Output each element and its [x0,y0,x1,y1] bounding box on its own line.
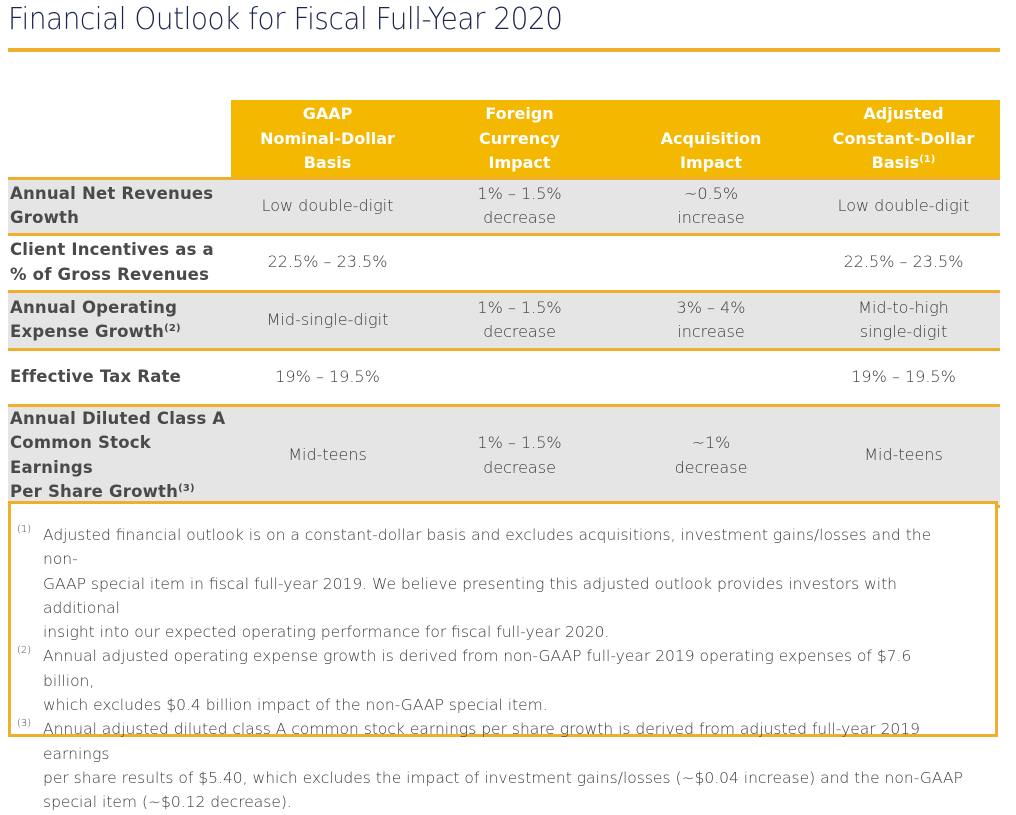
header-blank-cell [8,100,231,178]
cell-fx: 1% – 1.5% decrease [424,405,615,506]
footnotes-list: (1) Adjusted financial outlook is on a c… [11,523,995,815]
footnote-marker: (2) [17,645,32,657]
table-row: Effective Tax Rate 19% – 19.5% 19% – 19.… [8,349,1000,405]
cell-adjusted: Low double-digit [807,178,1000,234]
title-divider [8,48,1000,52]
footnote-1: (1) Adjusted financial outlook is on a c… [11,523,995,644]
footnotes-box: (1) Adjusted financial outlook is on a c… [8,501,998,811]
cell-acquisition [615,349,807,405]
cell-adjusted: 19% – 19.5% [851,366,956,386]
cell-gaap: Mid-single-digit [231,291,424,349]
row-label: Annual Diluted Class A Common Stock Earn… [8,405,231,506]
header-adjusted-constant-dollar-basis: Adjusted Constant-Dollar Basis(1) [807,100,1000,178]
cell-fx [424,234,615,291]
footnote-3: (3) Annual adjusted diluted class A comm… [11,717,995,814]
header-gaap-nominal-dollar-basis: GAAP Nominal-Dollar Basis [231,100,424,178]
table-row: Annual Diluted Class A Common Stock Earn… [8,405,1000,506]
footnote-text: Adjusted financial outlook is on a const… [43,526,932,642]
table-header-row: GAAP Nominal-Dollar Basis Foreign Curren… [8,100,1000,178]
cell-gaap: 19% – 19.5% [275,366,380,386]
cell-fx: 1% – 1.5% decrease [424,178,615,234]
outlook-table: GAAP Nominal-Dollar Basis Foreign Curren… [8,100,1000,508]
footnote-marker: (3) [17,718,32,730]
footnote-text: Annual adjusted operating expense growth… [43,647,912,715]
page-title: Financial Outlook for Fiscal Full-Year 2… [8,2,563,37]
row-label: Effective Tax Rate [10,366,182,386]
cell-gaap: 22.5% – 23.5% [267,252,388,272]
cell-adjusted: Mid-teens [807,405,1000,506]
cell-acquisition: 3% – 4% increase [615,291,807,349]
cell-gaap: Low double-digit [231,178,424,234]
table-row: Annual Operating Expense Growth(2) Mid-s… [8,291,1000,349]
cell-acquisition [615,234,807,291]
footnote-2: (2) Annual adjusted operating expense gr… [11,644,995,717]
table-row: Annual Net Revenues Growth Low double-di… [8,178,1000,234]
cell-acquisition: ~1% decrease [615,405,807,506]
cell-fx: 1% – 1.5% decrease [424,291,615,349]
footnote-ref: (3) [178,483,195,494]
cell-fx [424,349,615,405]
footnote-text: Annual adjusted diluted class A common s… [43,720,963,812]
row-label: Annual Operating Expense Growth(2) [8,291,231,349]
cell-adjusted: 22.5% – 23.5% [843,252,964,272]
header-foreign-currency-impact: Foreign Currency Impact [424,100,615,178]
row-label: Client Incentives as a % of Gross Revenu… [10,240,214,284]
row-label: Annual Net Revenues Growth [8,178,231,234]
cell-gaap: Mid-teens [231,405,424,506]
footnote-ref: (2) [164,323,181,334]
footnote-marker: (1) [17,524,32,535]
table-row: Client Incentives as a % of Gross Revenu… [8,234,1000,291]
header-acquisition-impact: Acquisition Impact [615,100,807,178]
cell-acquisition: ~0.5% increase [615,178,807,234]
footnote-ref: (1) [919,154,936,165]
cell-adjusted: Mid-to-high single-digit [807,291,1000,349]
